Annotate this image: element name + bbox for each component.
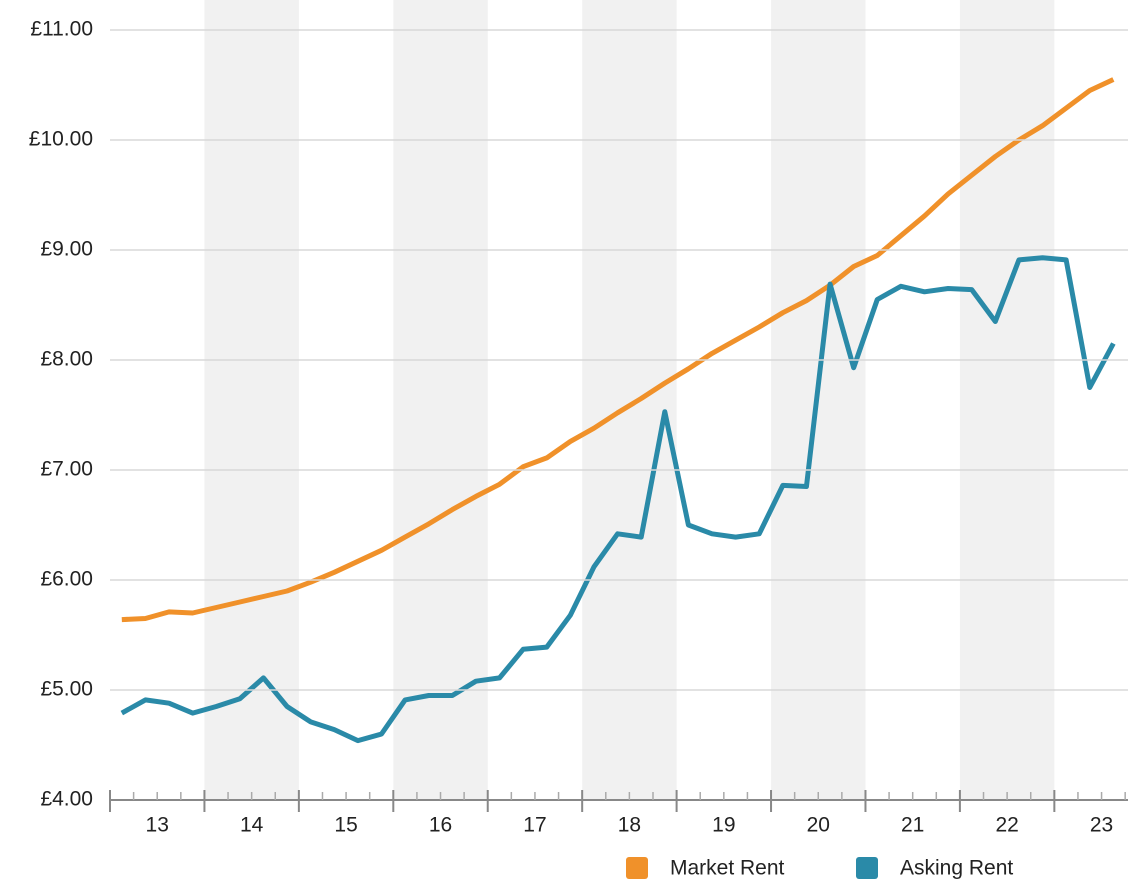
x-tick-label: 13 — [146, 814, 169, 837]
plot-area — [120, 0, 1116, 800]
data-line — [121, 77, 1115, 623]
x-tick-label: 22 — [995, 814, 1018, 837]
year-band — [959, 0, 1055, 800]
legend-label: Market Rent — [670, 857, 785, 880]
x-tick-label: 23 — [1090, 814, 1113, 837]
x-tick-label: 20 — [807, 814, 830, 837]
x-tick-label: 21 — [901, 814, 924, 837]
legend-swatch — [856, 857, 878, 879]
legend-label: Asking Rent — [900, 857, 1013, 880]
x-tick-label: 18 — [618, 814, 641, 837]
y-tick-label: £6.00 — [40, 568, 93, 591]
y-tick-label: £4.00 — [40, 788, 93, 811]
x-tick-label: 14 — [240, 814, 264, 837]
legend-swatch — [626, 857, 648, 879]
y-tick-label: £8.00 — [40, 348, 93, 371]
y-tick-label: £5.00 — [40, 678, 93, 701]
x-tick-label: 19 — [712, 814, 735, 837]
year-band — [582, 0, 677, 800]
x-tick-label: 16 — [429, 814, 452, 837]
x-tick-label: 15 — [334, 814, 357, 837]
year-band — [393, 0, 488, 800]
y-tick-label: £10.00 — [29, 128, 93, 151]
y-tick-label: £11.00 — [30, 18, 93, 41]
data-line — [120, 255, 1116, 744]
x-tick-label: 17 — [523, 814, 546, 837]
year-band — [204, 0, 299, 800]
y-tick-label: £9.00 — [40, 238, 93, 261]
y-tick-label: £7.00 — [40, 458, 93, 481]
